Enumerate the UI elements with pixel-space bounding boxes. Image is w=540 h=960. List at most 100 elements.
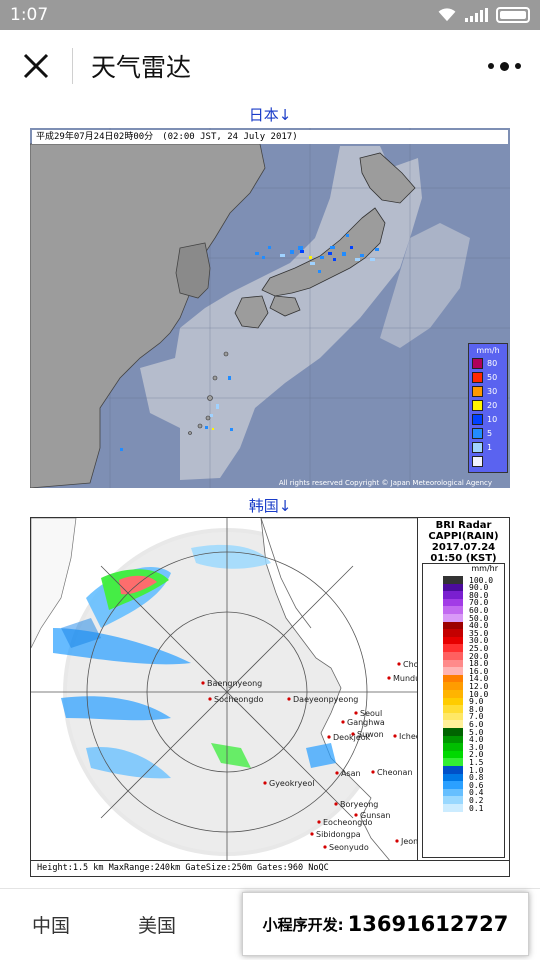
korea-scale-label: 9.0 bbox=[469, 697, 484, 707]
korea-scale-swatch bbox=[443, 606, 463, 615]
korea-scale-label: 0.4 bbox=[469, 788, 484, 798]
korea-scale-swatch bbox=[443, 750, 463, 759]
japan-legend-title: mm/h bbox=[476, 346, 500, 355]
korea-scale-item: 14.0 bbox=[443, 674, 509, 684]
japan-legend-item: 80 bbox=[469, 357, 507, 369]
korea-scale-item: 7.0 bbox=[443, 712, 509, 722]
korea-scale-item: 8.0 bbox=[443, 704, 509, 714]
more-icon bbox=[487, 61, 521, 71]
korea-scale-swatch bbox=[443, 576, 463, 584]
korea-scale-swatch bbox=[443, 728, 463, 736]
korea-scale-label: 0.1 bbox=[469, 803, 484, 813]
korea-scale-label: 30.0 bbox=[469, 636, 489, 646]
korea-scale-swatch bbox=[443, 644, 463, 653]
korea-scale-label: 3.0 bbox=[469, 742, 484, 752]
korea-scale-label: 100.0 bbox=[469, 575, 494, 585]
japan-legend-item: 1 bbox=[469, 441, 507, 453]
korea-scale-label: 18.0 bbox=[469, 659, 489, 669]
place-label: Seonyudo bbox=[329, 843, 369, 852]
korea-scale-swatch bbox=[443, 583, 463, 592]
korea-scale-item: 100.0 bbox=[443, 575, 509, 585]
place-label: Seoul bbox=[360, 709, 382, 718]
korea-scale-item: 6.0 bbox=[443, 719, 509, 729]
korea-scale-item: 40.0 bbox=[443, 621, 509, 630]
promo-banner[interactable]: 小程序开发: 13691612727 bbox=[242, 892, 529, 956]
korea-scale-swatch bbox=[443, 697, 463, 706]
place-marker bbox=[335, 771, 339, 775]
korea-scale-label: 0.6 bbox=[469, 780, 484, 790]
korea-scale-item: 4.0 bbox=[443, 735, 509, 744]
korea-panel-title: BRI Radar CAPPI(RAIN) 2017.07.24 01:50 (… bbox=[418, 520, 509, 564]
korea-scale-item: 18.0 bbox=[443, 659, 509, 669]
place-marker bbox=[395, 839, 399, 843]
korea-scale-item: 9.0 bbox=[443, 697, 509, 707]
battery-icon bbox=[496, 7, 530, 23]
place-label: Sibidongpa bbox=[316, 830, 361, 839]
place-label: Cheonan bbox=[377, 768, 413, 777]
korea-map-footer: Height:1.5 km MaxRange:240km GateSize:25… bbox=[31, 860, 509, 876]
korea-radar-map[interactable]: Baengnyeong Socheongdo Daeyeonpyeong Chorwo… bbox=[30, 517, 510, 877]
korea-radar-name: BRI Radar bbox=[435, 520, 492, 531]
place-marker bbox=[334, 802, 338, 806]
korea-scale-item: 0.4 bbox=[443, 788, 509, 798]
place-marker bbox=[393, 734, 397, 738]
japan-legend: mm/h 80 50 30 20 10 5 1 bbox=[468, 343, 508, 473]
korea-scale-swatch bbox=[443, 743, 463, 752]
korea-scale-swatch bbox=[443, 690, 463, 698]
korea-scale-swatch bbox=[443, 667, 463, 676]
japan-legend-label: 20 bbox=[487, 400, 498, 410]
korea-scale-label: 8.0 bbox=[469, 704, 484, 714]
korea-scale-swatch bbox=[443, 705, 463, 714]
japan-legend-label: 1 bbox=[487, 442, 493, 452]
korea-scale-label: 16.0 bbox=[469, 666, 489, 676]
nav-bar: 天气雷达 bbox=[0, 30, 540, 102]
korea-scale-swatch bbox=[443, 781, 463, 790]
japan-legend-item bbox=[469, 455, 507, 467]
korea-scale-label: 6.0 bbox=[469, 719, 484, 729]
korea-scale-swatch bbox=[443, 652, 463, 660]
korea-scale-item: 1.5 bbox=[443, 758, 509, 767]
korea-scale-label: 14.0 bbox=[469, 674, 489, 684]
korea-scale-label: 0.2 bbox=[469, 795, 484, 805]
korea-scale-swatch bbox=[443, 614, 463, 622]
korea-scale-item: 0.6 bbox=[443, 780, 509, 790]
korea-scale-label: 2.0 bbox=[469, 750, 484, 760]
place-label: Gyeokryeol bbox=[269, 779, 314, 788]
tab-china[interactable]: 中国 bbox=[32, 915, 71, 937]
japan-copyright: All rights reserved Copyright © Japan Me… bbox=[278, 479, 492, 487]
korea-scale-label: 1.0 bbox=[469, 765, 484, 775]
page-title: 天气雷达 bbox=[91, 53, 192, 82]
place-label: Gunsan bbox=[360, 811, 390, 820]
japan-legend-item: 30 bbox=[469, 385, 507, 397]
korea-scale-item: 30.0 bbox=[443, 636, 509, 646]
japan-legend-swatch bbox=[472, 413, 483, 425]
more-menu-button[interactable] bbox=[474, 36, 534, 96]
korea-scale-item: 50.0 bbox=[443, 614, 509, 623]
place-label: Asan bbox=[341, 769, 361, 778]
place-marker bbox=[371, 770, 375, 774]
korea-scale-swatch bbox=[443, 766, 463, 774]
korea-scale-swatch bbox=[443, 773, 463, 782]
korea-scale-swatch bbox=[443, 758, 463, 767]
place-label: Munduchon bbox=[393, 674, 419, 683]
korea-scale-item: 80.0 bbox=[443, 591, 509, 600]
japan-legend-item: 50 bbox=[469, 371, 507, 383]
close-button[interactable] bbox=[0, 30, 72, 102]
japan-radar-map[interactable]: 平成29年07月24日02時00分 (02:00 JST, 24 July 20… bbox=[30, 128, 510, 488]
korea-scale-label: 10.0 bbox=[469, 689, 489, 699]
korea-caption: 韩国↓ bbox=[248, 497, 292, 515]
korea-scale-item: 1.0 bbox=[443, 765, 509, 775]
korea-scale-item: 5.0 bbox=[443, 728, 509, 737]
korea-scale-label: 60.0 bbox=[469, 605, 489, 615]
korea-scale-item: 12.0 bbox=[443, 682, 509, 691]
place-marker bbox=[351, 732, 355, 736]
japan-map-image bbox=[30, 128, 510, 488]
japan-legend-label: 5 bbox=[487, 428, 493, 438]
place-label: Icheon bbox=[399, 732, 419, 741]
japan-legend-swatch bbox=[472, 385, 483, 397]
korea-scale-label: 70.0 bbox=[469, 598, 489, 608]
japan-legend-swatch bbox=[472, 357, 483, 369]
korea-scale-label: 7.0 bbox=[469, 712, 484, 722]
tab-usa[interactable]: 美国 bbox=[138, 915, 177, 937]
japan-legend-label: 10 bbox=[487, 414, 498, 424]
